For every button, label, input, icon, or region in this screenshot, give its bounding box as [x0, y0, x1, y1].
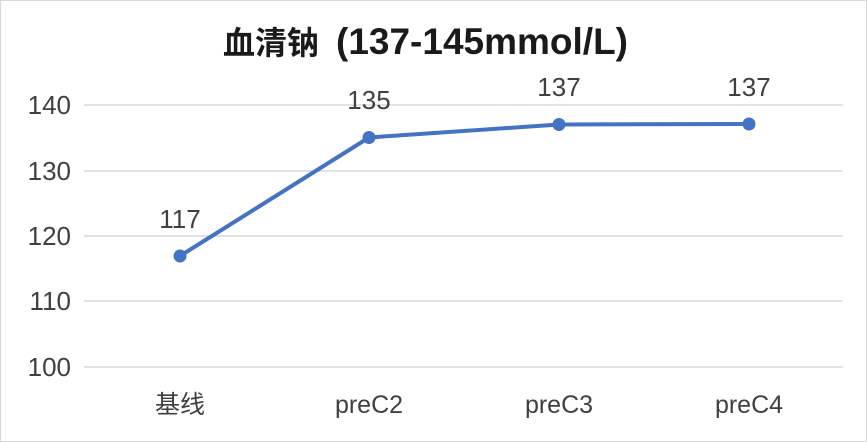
svg-text:137: 137: [727, 72, 770, 102]
svg-text:117: 117: [159, 204, 200, 234]
svg-text:preC3: preC3: [525, 391, 593, 419]
svg-text:130: 130: [28, 156, 71, 186]
svg-text:110: 110: [30, 286, 71, 316]
svg-text:100: 100: [28, 352, 71, 382]
svg-text:preC4: preC4: [715, 391, 783, 419]
svg-text:135: 135: [347, 85, 390, 115]
svg-text:基线: 基线: [155, 391, 205, 419]
svg-text:120: 120: [28, 221, 71, 251]
svg-text:140: 140: [28, 90, 71, 120]
svg-text:137: 137: [537, 72, 580, 102]
svg-text:preC2: preC2: [335, 391, 403, 419]
